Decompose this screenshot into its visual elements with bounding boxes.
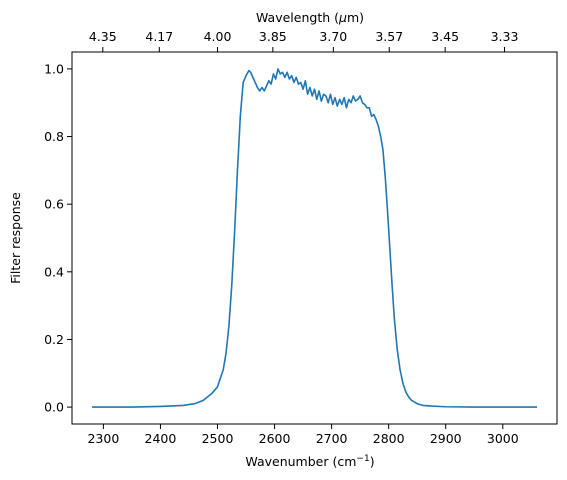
plot-frame <box>71 51 558 425</box>
top-tick-label: 3.70 <box>319 29 347 44</box>
top-tick-label: 4.00 <box>204 29 232 44</box>
top-tick-label: 4.35 <box>89 29 117 44</box>
top-tick-label: 3.85 <box>259 29 287 44</box>
top-x-axis-label: Wavelength (μm) <box>256 10 364 25</box>
top-x-ticks: 4.35 4.17 4.00 3.85 3.70 3.57 3.45 3.33 <box>89 29 519 52</box>
x-tick-label: 2300 <box>87 431 119 446</box>
top-tick-label: 3.57 <box>375 29 403 44</box>
bottom-x-ticks: 2300 2400 2500 2600 2700 2800 2900 3000 <box>87 424 519 446</box>
filter-response-line <box>91 68 538 408</box>
x-tick-label: 2900 <box>430 431 462 446</box>
y-tick-label: 0.6 <box>44 197 64 212</box>
top-tick-label: 4.17 <box>145 29 173 44</box>
x-tick-label: 2400 <box>145 431 177 446</box>
y-axis-label: Filter response <box>8 192 23 284</box>
y-ticks: 0.0 0.2 0.4 0.6 0.8 1.0 <box>44 61 72 415</box>
x-tick-label: 3000 <box>487 431 519 446</box>
y-tick-label: 0.0 <box>44 400 64 415</box>
y-tick-label: 0.8 <box>44 129 64 144</box>
y-tick-label: 0.2 <box>44 332 64 347</box>
x-axis-label: Wavenumber (cm−1) <box>245 454 374 469</box>
y-tick-label: 0.4 <box>44 264 64 279</box>
top-tick-label: 3.45 <box>431 29 459 44</box>
x-tick-label: 2700 <box>316 431 348 446</box>
top-tick-label: 3.33 <box>491 29 519 44</box>
x-tick-label: 2500 <box>202 431 234 446</box>
x-tick-label: 2600 <box>259 431 291 446</box>
y-tick-label: 1.0 <box>44 61 64 76</box>
x-tick-label: 2800 <box>373 431 405 446</box>
